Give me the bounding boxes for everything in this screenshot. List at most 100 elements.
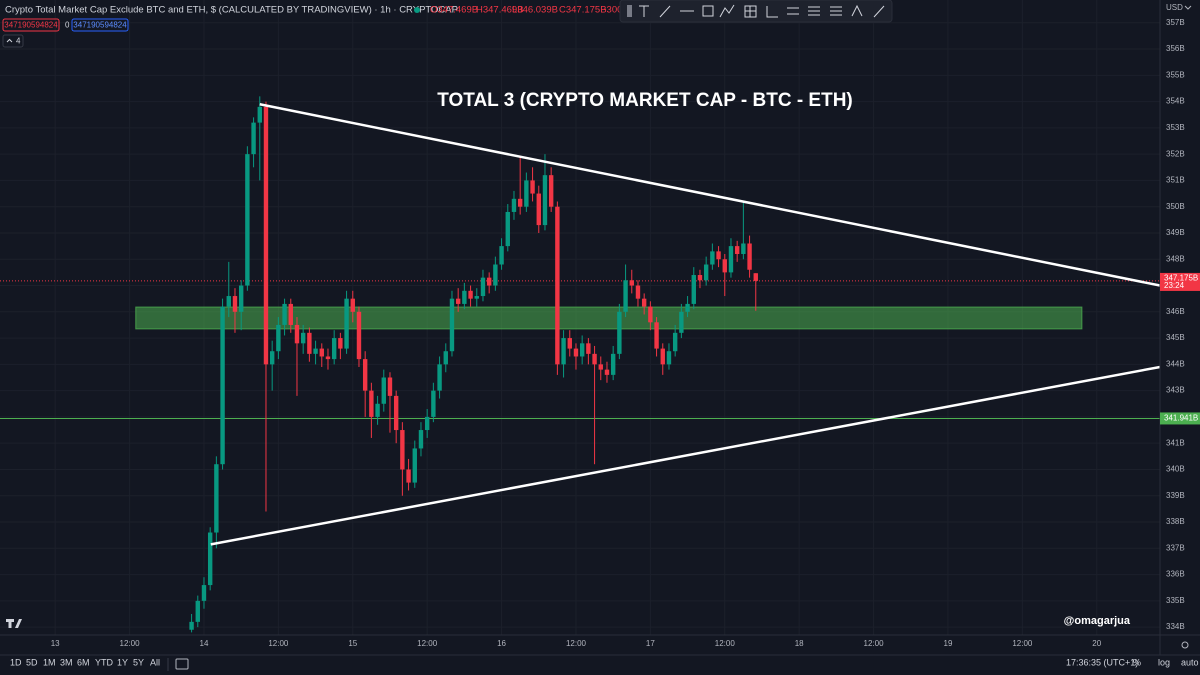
- currency-menu[interactable]: [1184, 5, 1192, 10]
- tool-text[interactable]: [639, 5, 649, 17]
- candle-body: [722, 259, 727, 273]
- candle-body: [561, 338, 566, 365]
- y-tick-label: 335B: [1166, 596, 1185, 605]
- candle-body: [480, 277, 486, 297]
- y-tick-label: 341B: [1166, 438, 1185, 447]
- tool-measure[interactable]: [766, 6, 778, 18]
- y-tick-label: 356B: [1166, 44, 1185, 53]
- candle-body: [623, 280, 628, 312]
- x-tick-label: 17: [646, 639, 655, 648]
- scale-option[interactable]: log: [1158, 657, 1170, 667]
- tool-rect[interactable]: [702, 5, 714, 17]
- candle-body: [331, 338, 337, 360]
- candle-body: [604, 369, 610, 375]
- x-tick-label: 16: [497, 639, 506, 648]
- status-dot: [414, 7, 420, 13]
- range-button[interactable]: 5D: [26, 657, 38, 667]
- range-button[interactable]: 6M: [77, 657, 90, 667]
- candle-body: [325, 356, 331, 360]
- x-tick-label: 12:00: [864, 639, 885, 648]
- candle-body: [728, 246, 734, 273]
- range-button[interactable]: 3M: [60, 657, 73, 667]
- tool-pitch[interactable]: [851, 4, 863, 17]
- candle-body: [232, 296, 238, 312]
- x-tick-label: 19: [944, 639, 953, 648]
- range-button[interactable]: 1Y: [117, 657, 128, 667]
- candle-body: [672, 332, 678, 352]
- settings-btn[interactable]: [1176, 638, 1194, 653]
- tool-fib[interactable]: [744, 5, 757, 18]
- candle-body: [455, 298, 461, 304]
- tool-ray[interactable]: [873, 5, 885, 18]
- candle-body: [282, 303, 287, 325]
- candle-body: [449, 298, 455, 352]
- candle-body: [300, 332, 306, 344]
- scale-option[interactable]: %: [1133, 657, 1141, 667]
- candle-body: [214, 464, 219, 533]
- y-tick-label: 346B: [1166, 307, 1185, 316]
- candle-body: [555, 206, 560, 365]
- candle-body: [617, 311, 622, 354]
- y-tick-label: 351B: [1166, 176, 1185, 185]
- tool-levels[interactable]: [830, 6, 842, 16]
- x-tick-label: 12:00: [417, 639, 438, 648]
- currency: USD: [1166, 3, 1183, 12]
- candle-body: [753, 273, 758, 281]
- indicator-toggle[interactable]: [2, 34, 24, 48]
- candle-body: [369, 390, 374, 417]
- candle-body: [530, 180, 535, 194]
- chevron: [6, 38, 13, 43]
- candle-body: [536, 193, 541, 226]
- trendline: [259, 102, 1161, 287]
- candle-body: [741, 243, 746, 254]
- candle-body: [263, 106, 269, 365]
- badge: 0: [65, 21, 70, 30]
- y-tick-label: 338B: [1166, 517, 1185, 526]
- candle-body: [294, 324, 300, 344]
- candle-body: [573, 348, 579, 357]
- candle-body: [207, 532, 213, 586]
- badge-box: [71, 18, 129, 32]
- tool-line[interactable]: [659, 5, 671, 18]
- range-button[interactable]: 5Y: [133, 657, 144, 667]
- clock: 17:36:35 (UTC+1): [1066, 657, 1138, 667]
- y-tick-label: 337B: [1166, 543, 1185, 552]
- badge-box: [2, 18, 60, 32]
- watermark: @omagarjua: [1064, 615, 1131, 627]
- candle-body: [307, 332, 312, 354]
- x-tick-label: 12:00: [566, 639, 587, 648]
- candle-body: [412, 448, 417, 483]
- x-tick-label: 14: [200, 639, 209, 648]
- candle-body: [238, 285, 244, 312]
- candle-body: [245, 154, 250, 286]
- y-tick-label: 349B: [1166, 228, 1185, 237]
- x-tick-label: 12:00: [715, 639, 736, 648]
- range-button[interactable]: YTD: [95, 657, 114, 667]
- tool-channel[interactable]: [808, 6, 820, 16]
- candle-body: [716, 251, 721, 260]
- range-button[interactable]: 1M: [43, 657, 56, 667]
- candle-body: [338, 338, 343, 349]
- scale-option[interactable]: auto: [1181, 657, 1199, 667]
- range-button[interactable]: All: [150, 657, 160, 667]
- candle-body: [226, 296, 231, 307]
- candle-body: [579, 343, 585, 357]
- y-tick-label: 348B: [1166, 254, 1185, 263]
- candle-body: [375, 403, 380, 417]
- level-label: 341.941B: [1164, 414, 1198, 423]
- date-range-btn[interactable]: [175, 658, 189, 670]
- range-button[interactable]: 1D: [10, 657, 22, 667]
- settings-icon: [1181, 641, 1189, 649]
- y-tick-label: 345B: [1166, 333, 1185, 342]
- tool-path[interactable]: [719, 4, 735, 18]
- candle-body: [592, 353, 597, 365]
- candle-body: [288, 303, 293, 325]
- y-tick-label: 350B: [1166, 202, 1185, 211]
- candle-body: [362, 359, 368, 391]
- candle-body: [443, 351, 448, 365]
- candle-body: [641, 298, 647, 307]
- tool-parallel[interactable]: [787, 7, 799, 15]
- badge: 347190594824: [73, 21, 127, 30]
